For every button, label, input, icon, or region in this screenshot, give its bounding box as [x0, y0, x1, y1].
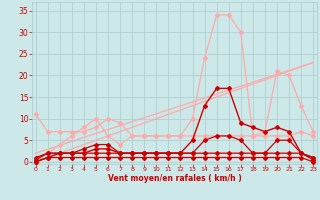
X-axis label: Vent moyen/en rafales ( km/h ): Vent moyen/en rafales ( km/h )	[108, 174, 241, 183]
